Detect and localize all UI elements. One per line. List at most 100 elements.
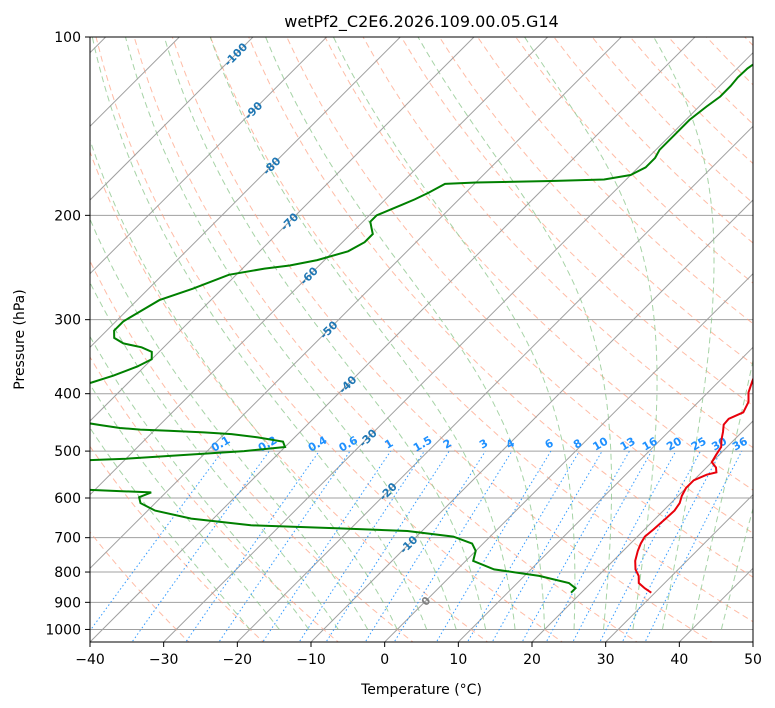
dry-adiabat-line	[90, 445, 265, 642]
x-axis: −40 −30 −20 −10 0 10 20 30 40 50	[75, 642, 762, 668]
y-tick-label: 600	[54, 491, 81, 507]
moist-adiabat-line	[720, 506, 753, 630]
y-axis-label: Pressure (hPa)	[12, 289, 28, 389]
mixing-ratio-label: 6	[543, 436, 556, 451]
y-tick-label: 500	[54, 444, 81, 460]
moist-adiabat-line	[90, 281, 339, 630]
isotherm-line	[383, 272, 753, 642]
dry-adiabat-line	[90, 531, 190, 642]
moist-adiabat-line	[90, 138, 398, 630]
dry-adiabat-line	[210, 37, 753, 623]
pressure-gridlines	[90, 37, 753, 630]
isotherm-label: 0	[419, 594, 434, 609]
dry-adiabat-line	[171, 37, 713, 642]
isotherms	[90, 37, 753, 642]
isotherm-label: -100	[222, 40, 251, 69]
moist-adiabat-line	[90, 335, 310, 630]
dry-adiabat-line	[591, 37, 753, 204]
mixing-ratio-label: 3	[477, 437, 490, 452]
dry-adiabat-line	[90, 259, 414, 642]
mixing-ratio-line	[325, 450, 450, 642]
x-tick-label: −10	[296, 652, 326, 668]
y-tick-label: 900	[54, 595, 81, 611]
dewpoint-line	[90, 63, 753, 594]
moist-adiabat-line	[332, 37, 576, 630]
mixing-ratio-line	[218, 450, 351, 642]
mixing-ratio-line	[621, 450, 722, 642]
mixing-ratio-label: 2	[441, 437, 454, 452]
isotherm-line	[90, 37, 549, 496]
moist-adiabat-line	[653, 37, 715, 630]
dry-adiabat-line	[90, 150, 489, 642]
x-tick-label: 50	[744, 652, 762, 668]
isotherm-line	[90, 37, 623, 570]
moist-adiabat-line	[417, 37, 612, 630]
isotherm-label: -40	[336, 373, 359, 396]
moist-adiabat-line	[91, 37, 428, 630]
mixing-ratio-line	[262, 450, 392, 642]
x-tick-label: 0	[380, 652, 389, 668]
isotherm-line	[236, 125, 753, 642]
dry-adiabat-line	[95, 37, 564, 642]
isotherm-line	[678, 567, 753, 642]
dry-adiabat-line	[362, 37, 753, 449]
isotherm-label: -50	[317, 318, 340, 341]
moist-adiabat-line	[209, 37, 516, 630]
x-tick-label: 30	[597, 652, 615, 668]
moist-adiabat-line	[90, 217, 369, 630]
dry-adiabat-line	[248, 37, 753, 578]
dry-adiabat-line	[477, 37, 753, 325]
mixing-ratio-line	[185, 450, 320, 642]
isotherm-line	[531, 420, 753, 642]
isotherm-line	[752, 641, 753, 642]
moist-adiabat-line	[163, 37, 487, 630]
y-tick-label: 400	[54, 387, 81, 403]
x-tick-label: −40	[75, 652, 105, 668]
dry-adiabat-line	[744, 37, 753, 47]
moist-adiabat-line	[265, 37, 546, 630]
dry-adiabats	[90, 37, 753, 642]
dry-adiabat-line	[400, 37, 753, 407]
isotherm-line	[90, 37, 254, 201]
isotherm-line	[310, 199, 753, 642]
mixing-ratio-line	[90, 450, 223, 632]
dry-adiabat-line	[553, 37, 753, 244]
mixing-ratio-label: 4	[504, 436, 517, 451]
mixing-ratio-line	[298, 450, 425, 642]
y-tick-label: 700	[54, 531, 81, 547]
mixing-ratio-line	[131, 450, 270, 642]
dry-adiabat-line	[515, 37, 753, 284]
isotherm-line	[457, 346, 753, 642]
y-tick-label: 200	[54, 208, 81, 224]
isotherm-line	[90, 37, 402, 349]
plot-frame	[89, 36, 754, 643]
isotherm-label: -30	[357, 426, 380, 449]
mixing-ratio-line	[364, 450, 486, 642]
x-axis-label: Temperature (°C)	[360, 682, 482, 698]
moist-adiabat-line	[691, 358, 753, 630]
temperature-line	[634, 376, 753, 594]
x-tick-label: −30	[149, 652, 179, 668]
moist-adiabat-line	[524, 37, 658, 630]
mixing-ratio-line	[393, 450, 513, 642]
isotherm-line	[90, 37, 475, 422]
moist-adiabat-line	[125, 37, 457, 630]
x-tick-label: 40	[670, 652, 688, 668]
moist-adiabat-line	[90, 383, 280, 630]
y-tick-label: 800	[54, 565, 81, 581]
isotherm-line	[90, 37, 696, 642]
mixing-ratio-lines	[90, 450, 743, 642]
dry-adiabat-line	[90, 356, 339, 642]
plot-area: -100-90-80-70-60-50-40-30-20-100 0.1 0.2 0…	[90, 37, 753, 642]
chart-title: wetPf2_C2E6.2026.109.00.05.G14	[284, 12, 558, 32]
mixing-ratio-line	[572, 450, 677, 642]
isotherm-line	[90, 37, 181, 128]
isotherm-line	[604, 493, 753, 642]
x-tick-label: 10	[449, 652, 467, 668]
x-tick-label: −20	[223, 652, 253, 668]
y-tick-label: 300	[54, 313, 81, 329]
x-tick-label: 20	[523, 652, 541, 668]
moist-adiabats	[90, 37, 753, 630]
mixing-ratio-line	[435, 450, 552, 642]
